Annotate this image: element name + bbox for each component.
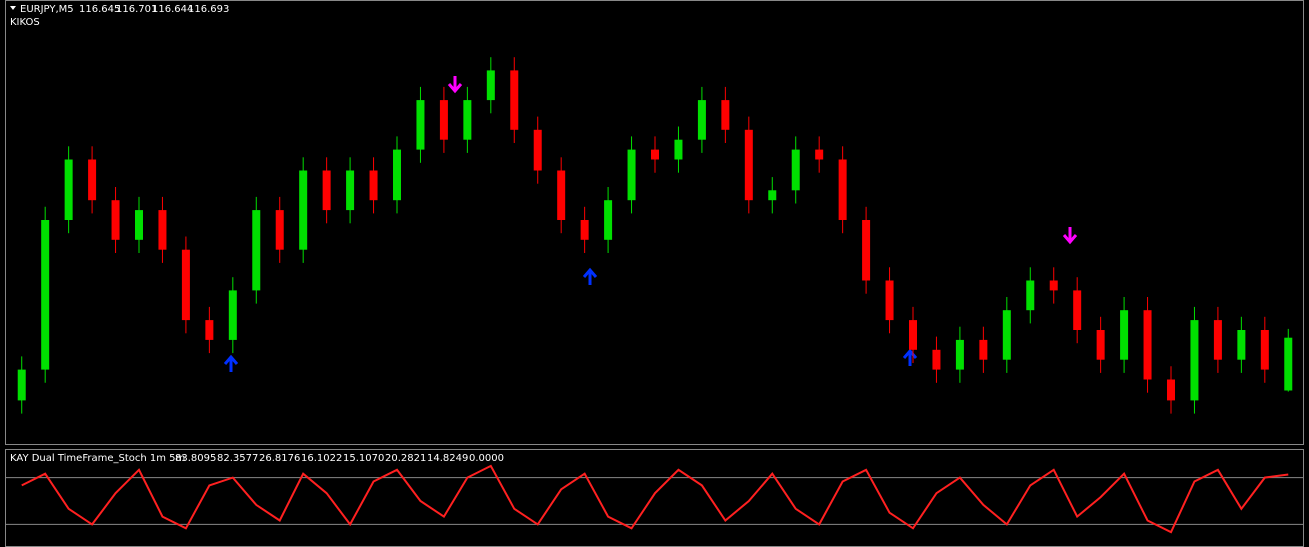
readout: 26.8176	[259, 453, 300, 464]
candle-body	[627, 149, 636, 201]
symbol-title: EURJPY,M5	[20, 4, 74, 15]
stoch-line	[21, 464, 1289, 534]
candle-body	[439, 100, 448, 140]
candle-body	[1213, 320, 1222, 360]
candle-body	[697, 100, 706, 140]
candle-body	[862, 220, 871, 281]
candle-body	[838, 159, 847, 220]
readout: 15.1070	[343, 453, 384, 464]
readout: 0.0000	[469, 453, 504, 464]
candle-body	[557, 170, 566, 220]
readout: 16.1022	[301, 453, 342, 464]
candle-body	[369, 170, 378, 201]
candle-body	[768, 190, 777, 201]
candle-body	[1026, 280, 1035, 311]
ohlc-high: 116.701	[116, 4, 157, 15]
candle-body	[510, 70, 519, 130]
candle-body	[979, 339, 988, 360]
readout: 83.8095	[175, 453, 216, 464]
candle-body	[1049, 280, 1058, 291]
candle-body	[604, 200, 613, 240]
candle-body	[651, 149, 659, 160]
indicator-name: KIKOS	[10, 17, 40, 28]
candle-body	[1073, 290, 1082, 330]
readout: 14.8249	[427, 453, 468, 464]
candle-body	[1096, 330, 1105, 360]
candle-body	[791, 149, 800, 191]
candle-body	[64, 159, 73, 220]
candle-body	[17, 369, 26, 401]
candle-body	[1190, 320, 1199, 401]
buy-arrow	[902, 348, 918, 366]
signal-arrows	[223, 76, 1078, 372]
candle-body	[275, 210, 284, 250]
candle-body	[205, 320, 214, 340]
candle-body	[1284, 337, 1293, 391]
candle-body	[41, 220, 50, 370]
candle-body	[1120, 310, 1129, 360]
candle-body	[1260, 330, 1269, 370]
ohlc-close: 116.693	[188, 4, 229, 15]
candle-body	[744, 129, 753, 201]
candle-body	[111, 200, 120, 240]
candle-body	[885, 280, 894, 321]
ohlc-open: 116.645	[79, 4, 120, 15]
candle-body	[416, 100, 425, 150]
candle-body	[88, 159, 97, 201]
candle-body	[393, 149, 401, 201]
candle-body	[580, 220, 589, 240]
candle-body	[181, 249, 190, 321]
buy-arrow	[223, 354, 239, 372]
candle-body	[252, 210, 261, 291]
readout: 20.2821	[385, 453, 426, 464]
main-panel-border	[5, 0, 1304, 445]
candle-body	[1237, 330, 1246, 360]
candle-body	[1002, 310, 1011, 360]
candle-body	[815, 149, 824, 160]
candle-body	[955, 339, 964, 370]
menu-triangle[interactable]	[10, 6, 16, 10]
candle-body	[1167, 379, 1175, 401]
candle-body	[1143, 310, 1152, 380]
candle-body	[909, 320, 917, 350]
candle-body	[533, 129, 542, 171]
candle-body	[721, 100, 730, 130]
sub-title: KAY Dual TimeFrame_Stoch 1m 5m	[10, 453, 185, 464]
candle-body	[463, 100, 472, 140]
sell-arrow	[447, 76, 463, 94]
candle-body	[674, 139, 683, 160]
buy-arrow	[582, 267, 598, 285]
ohlc-low: 116.644	[152, 4, 193, 15]
candle-body	[932, 349, 941, 370]
candle-body	[228, 290, 237, 340]
candle-body	[135, 210, 143, 240]
candle-body	[346, 170, 355, 211]
candle-body	[299, 170, 308, 250]
candle-body	[158, 210, 167, 250]
sell-arrow	[1062, 227, 1078, 245]
readout: 82.3577	[217, 453, 258, 464]
candle-body	[322, 170, 331, 211]
candle-body	[486, 70, 495, 101]
